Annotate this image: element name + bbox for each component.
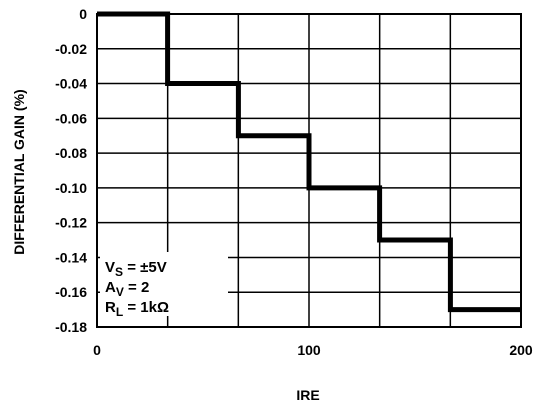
y-axis-label: DIFFERENTIAL GAIN (%) bbox=[11, 89, 27, 254]
y-tick-label: 0 bbox=[79, 6, 87, 22]
annotation-box bbox=[100, 252, 228, 316]
y-tick-label: -0.04 bbox=[55, 76, 87, 92]
x-tick-label: 0 bbox=[93, 342, 101, 358]
y-tick-label: -0.18 bbox=[55, 319, 87, 335]
plot-frame bbox=[96, 13, 522, 328]
x-tick-label: 100 bbox=[297, 342, 321, 358]
y-tick-labels: 0 -0.02 -0.04 -0.06 -0.08 -0.10 -0.12 -0.14 -0.1… bbox=[55, 6, 87, 335]
annotation-supply-voltage: VS = ±5V bbox=[105, 259, 167, 279]
x-tick-labels: 0 100 200 bbox=[93, 342, 533, 358]
y-tick-label: -0.10 bbox=[55, 180, 87, 196]
annotation-load-resistance: RL = 1kΩ bbox=[105, 299, 169, 319]
x-axis-label: IRE bbox=[296, 387, 319, 403]
series-line-differential-gain bbox=[97, 11, 521, 313]
y-tick-label: -0.16 bbox=[55, 284, 87, 300]
x-tick-label: 200 bbox=[509, 342, 533, 358]
y-tick-label: -0.14 bbox=[55, 249, 87, 265]
annotation-gain: AV = 2 bbox=[105, 279, 149, 299]
y-tick-label: -0.02 bbox=[55, 41, 87, 57]
y-tick-label: -0.06 bbox=[55, 110, 87, 126]
y-tick-label: -0.08 bbox=[55, 145, 87, 161]
y-tick-label: -0.12 bbox=[55, 215, 87, 231]
